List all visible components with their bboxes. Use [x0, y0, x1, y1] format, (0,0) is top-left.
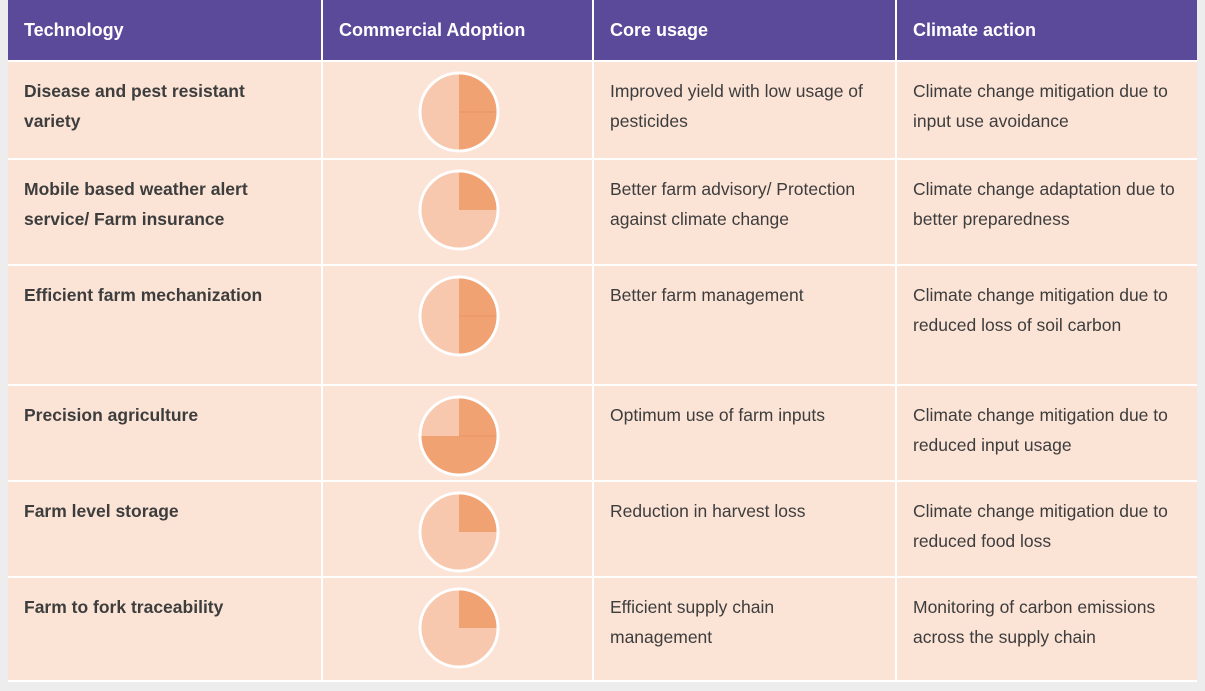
harvey-ball [418, 169, 499, 251]
climate-action-cell: Climate change mitigation due to reduced… [897, 482, 1197, 576]
climate-action-cell: Climate change mitigation due to input u… [897, 62, 1197, 158]
core-usage-cell: Better farm management [594, 266, 895, 384]
harvey-ball [418, 491, 499, 573]
harvey-ball [418, 395, 499, 477]
harvey-ball [418, 71, 499, 153]
technology-cell: Farm to fork traceability [8, 578, 321, 680]
ball-fill [458, 590, 496, 628]
climate-action-cell: Climate change adaptation due to better … [897, 160, 1197, 264]
climate-action-cell: Climate change mitigation due to reduced… [897, 266, 1197, 384]
core-usage-cell: Optimum use of farm inputs [594, 386, 895, 480]
header-cell: Climate action [897, 0, 1197, 60]
core-usage-cell: Improved yield with low usage of pestici… [594, 62, 895, 158]
climate-action-cell: Monitoring of carbon emissions across th… [897, 578, 1197, 680]
ball-fill [458, 494, 496, 532]
technology-cell: Precision agriculture [8, 386, 321, 480]
core-usage-cell: Efficient supply chain management [594, 578, 895, 680]
header-cell: Core usage [594, 0, 895, 60]
ball-fill [458, 74, 496, 150]
technology-cell: Mobile based weather alert service/ Farm… [8, 160, 321, 264]
harvey-ball [418, 275, 499, 357]
technology-cell: Farm level storage [8, 482, 321, 576]
header-cell: Technology [8, 0, 321, 60]
ball-fill [458, 172, 496, 210]
core-usage-cell: Better farm advisory/ Protection against… [594, 160, 895, 264]
core-usage-cell: Reduction in harvest loss [594, 482, 895, 576]
climate-action-cell: Climate change mitigation due to reduced… [897, 386, 1197, 480]
header-cell: Commercial Adoption [323, 0, 592, 60]
ball-fill [458, 278, 496, 354]
adoption-table: Technology Commercial Adoption Core usage C… [8, 0, 1197, 682]
technology-cell: Disease and pest resistant variety [8, 62, 321, 158]
technology-cell: Efficient farm mechanization [8, 266, 321, 384]
harvey-ball [418, 587, 499, 669]
